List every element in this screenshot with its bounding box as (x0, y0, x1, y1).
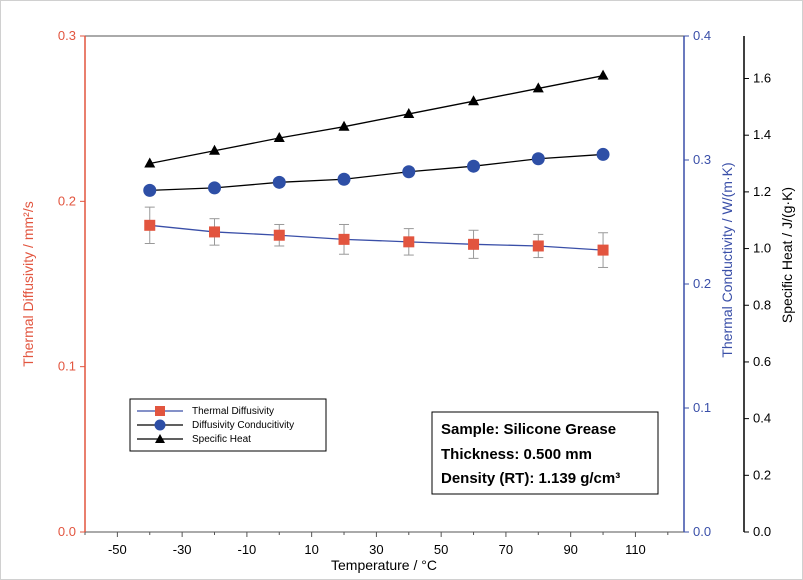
right2-tick-label: 0.4 (753, 411, 771, 426)
data-point-triangle (338, 120, 350, 131)
right2-tick-label: 0.6 (753, 354, 771, 369)
legend-item-thermal-diffusivity: Thermal Diffusivity (137, 406, 274, 417)
x-tick-label: -10 (237, 542, 256, 557)
data-point-circle (272, 175, 286, 189)
right1-axis-title: Thermal Conductivity / W/(m·K) (719, 162, 735, 357)
data-point-triangle (468, 95, 480, 106)
legend-triangle-marker (155, 434, 165, 443)
data-point-triangle (273, 132, 285, 143)
legend-square-marker (155, 406, 165, 416)
right2-tick-label: 1.6 (753, 71, 771, 86)
data-point-square (338, 233, 350, 245)
right1-tick-label: 0.0 (693, 524, 711, 539)
x-tick-label: 90 (563, 542, 577, 557)
left-axis-title: Thermal Diffusivity / mm²/s (20, 201, 36, 366)
sample-thickness: Thickness: 0.500 mm (441, 446, 592, 463)
right2-tick-label: 1.2 (753, 184, 771, 199)
x-tick-label: -30 (173, 542, 192, 557)
right2-axis-title: Specific Heat / J/(g·K) (779, 187, 795, 323)
x-tick-label: 30 (369, 542, 383, 557)
data-point-circle (531, 152, 545, 166)
right2-tick-label: 0.8 (753, 297, 771, 312)
left-tick-label: 0.3 (58, 28, 76, 43)
legend: Thermal Diffusivity Diffusivity Conducit… (129, 398, 327, 452)
right1-tick-label: 0.2 (693, 276, 711, 291)
data-point-circle (596, 147, 610, 161)
x-tick-label: 70 (499, 542, 513, 557)
data-point-triangle (597, 69, 609, 80)
ticks-layer: -50 -30 -10 10 30 50 70 90 110 0.0 0.1 0.2 0.3 0.0 0.1… (58, 28, 771, 557)
data-point-square (468, 238, 480, 250)
left-tick-label: 0.0 (58, 524, 76, 539)
data-point-square (209, 226, 221, 238)
right2-tick-label: 0.0 (753, 524, 771, 539)
data-point-square (532, 240, 544, 252)
right2-tick-label: 0.2 (753, 467, 771, 482)
data-point-square (144, 219, 156, 231)
sample-name: Sample: Silicone Grease (441, 421, 616, 438)
data-point-triangle (403, 107, 415, 118)
x-tick-label: -50 (108, 542, 127, 557)
right1-tick-label: 0.3 (693, 152, 711, 167)
data-point-circle (402, 165, 416, 179)
legend-label-diffusivity-conducitivity: Diffusivity Conducitivity (192, 420, 294, 431)
data-point-circle (143, 183, 157, 197)
x-tick-label: 50 (434, 542, 448, 557)
right2-tick-label: 1.0 (753, 241, 771, 256)
specific-heat-line (149, 75, 604, 165)
thermal-diffusivity-line (149, 224, 604, 251)
right2-tick-label: 1.4 (753, 127, 771, 142)
right1-tick-label: 0.1 (693, 400, 711, 415)
x-tick-label: 110 (625, 542, 646, 557)
data-point-triangle (144, 157, 156, 168)
data-point-circle (208, 181, 222, 195)
data-point-circle (467, 159, 481, 173)
left-tick-label: 0.1 (58, 359, 76, 374)
legend-label-thermal-diffusivity: Thermal Diffusivity (192, 406, 274, 417)
legend-circle-marker (154, 419, 166, 431)
legend-item-diffusivity-conducitivity: Diffusivity Conducitivity (137, 419, 294, 431)
series-layer (143, 69, 610, 268)
right1-tick-label: 0.4 (693, 28, 711, 43)
sample-info-box: Sample: Silicone Grease Thickness: 0.500… (431, 411, 659, 495)
data-point-square (273, 229, 285, 241)
legend-label-specific-heat: Specific Heat (192, 434, 251, 445)
data-point-square (403, 236, 415, 248)
left-tick-label: 0.2 (58, 193, 76, 208)
legend-item-specific-heat: Specific Heat (137, 434, 251, 445)
x-tick-label: 10 (304, 542, 318, 557)
sample-density: Density (RT): 1.139 g/cm³ (441, 470, 620, 487)
data-point-circle (337, 172, 351, 186)
data-point-triangle (209, 144, 221, 155)
data-point-triangle (532, 82, 544, 93)
diffusivity-conducitivity-line (149, 153, 604, 192)
x-axis-title: Temperature / °C (331, 557, 437, 573)
data-point-square (597, 244, 609, 256)
